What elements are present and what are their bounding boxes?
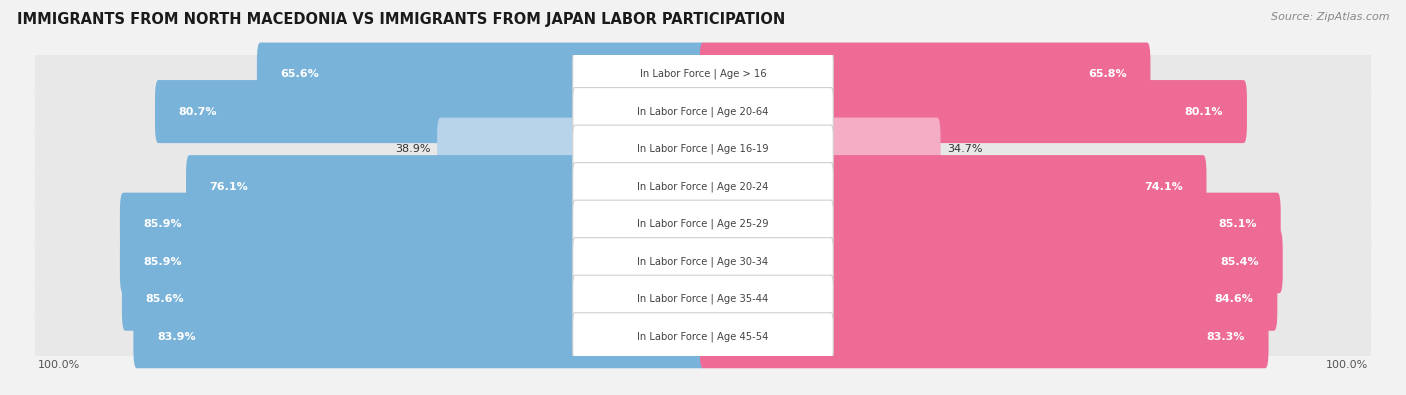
Text: In Labor Force | Age 25-29: In Labor Force | Age 25-29 [637,219,769,229]
FancyBboxPatch shape [700,155,1206,218]
FancyBboxPatch shape [35,112,1371,186]
FancyBboxPatch shape [572,50,834,98]
Text: Source: ZipAtlas.com: Source: ZipAtlas.com [1271,12,1389,22]
Text: 83.9%: 83.9% [157,332,195,342]
FancyBboxPatch shape [700,230,1282,293]
FancyBboxPatch shape [700,43,1150,105]
FancyBboxPatch shape [572,200,834,248]
FancyBboxPatch shape [257,43,706,105]
Text: In Labor Force | Age 35-44: In Labor Force | Age 35-44 [637,294,769,305]
Text: 65.8%: 65.8% [1088,69,1126,79]
Text: In Labor Force | Age 45-54: In Labor Force | Age 45-54 [637,331,769,342]
Text: In Labor Force | Age 20-24: In Labor Force | Age 20-24 [637,181,769,192]
FancyBboxPatch shape [572,163,834,211]
FancyBboxPatch shape [35,225,1371,299]
FancyBboxPatch shape [700,80,1247,143]
Text: 85.1%: 85.1% [1219,219,1257,229]
Text: IMMIGRANTS FROM NORTH MACEDONIA VS IMMIGRANTS FROM JAPAN LABOR PARTICIPATION: IMMIGRANTS FROM NORTH MACEDONIA VS IMMIG… [17,12,785,27]
Text: 34.7%: 34.7% [948,144,983,154]
FancyBboxPatch shape [437,118,706,181]
Text: In Labor Force | Age 30-34: In Labor Force | Age 30-34 [637,256,769,267]
Text: 85.6%: 85.6% [146,294,184,304]
Text: 83.3%: 83.3% [1206,332,1244,342]
Text: 100.0%: 100.0% [38,360,80,370]
FancyBboxPatch shape [35,187,1371,261]
Text: 74.1%: 74.1% [1144,182,1182,192]
FancyBboxPatch shape [700,193,1281,256]
Text: 84.6%: 84.6% [1215,294,1254,304]
Text: 100.0%: 100.0% [1326,360,1368,370]
Text: In Labor Force | Age 16-19: In Labor Force | Age 16-19 [637,144,769,154]
FancyBboxPatch shape [35,37,1371,111]
Text: In Labor Force | Age 20-64: In Labor Force | Age 20-64 [637,106,769,117]
FancyBboxPatch shape [572,88,834,135]
Text: 80.7%: 80.7% [179,107,217,117]
FancyBboxPatch shape [572,313,834,361]
Text: 85.9%: 85.9% [143,219,183,229]
FancyBboxPatch shape [700,268,1277,331]
FancyBboxPatch shape [122,268,706,331]
Text: In Labor Force | Age > 16: In Labor Force | Age > 16 [640,69,766,79]
FancyBboxPatch shape [120,193,706,256]
Text: 38.9%: 38.9% [395,144,430,154]
FancyBboxPatch shape [120,230,706,293]
Text: 76.1%: 76.1% [209,182,249,192]
Text: 80.1%: 80.1% [1185,107,1223,117]
FancyBboxPatch shape [700,305,1268,368]
Text: 85.4%: 85.4% [1220,257,1260,267]
FancyBboxPatch shape [700,118,941,181]
FancyBboxPatch shape [572,275,834,323]
FancyBboxPatch shape [572,125,834,173]
FancyBboxPatch shape [35,150,1371,224]
FancyBboxPatch shape [35,75,1371,149]
FancyBboxPatch shape [134,305,706,368]
FancyBboxPatch shape [186,155,706,218]
Text: 65.6%: 65.6% [281,69,319,79]
Text: 85.9%: 85.9% [143,257,183,267]
FancyBboxPatch shape [35,262,1371,336]
FancyBboxPatch shape [155,80,706,143]
FancyBboxPatch shape [572,238,834,286]
FancyBboxPatch shape [35,300,1371,374]
